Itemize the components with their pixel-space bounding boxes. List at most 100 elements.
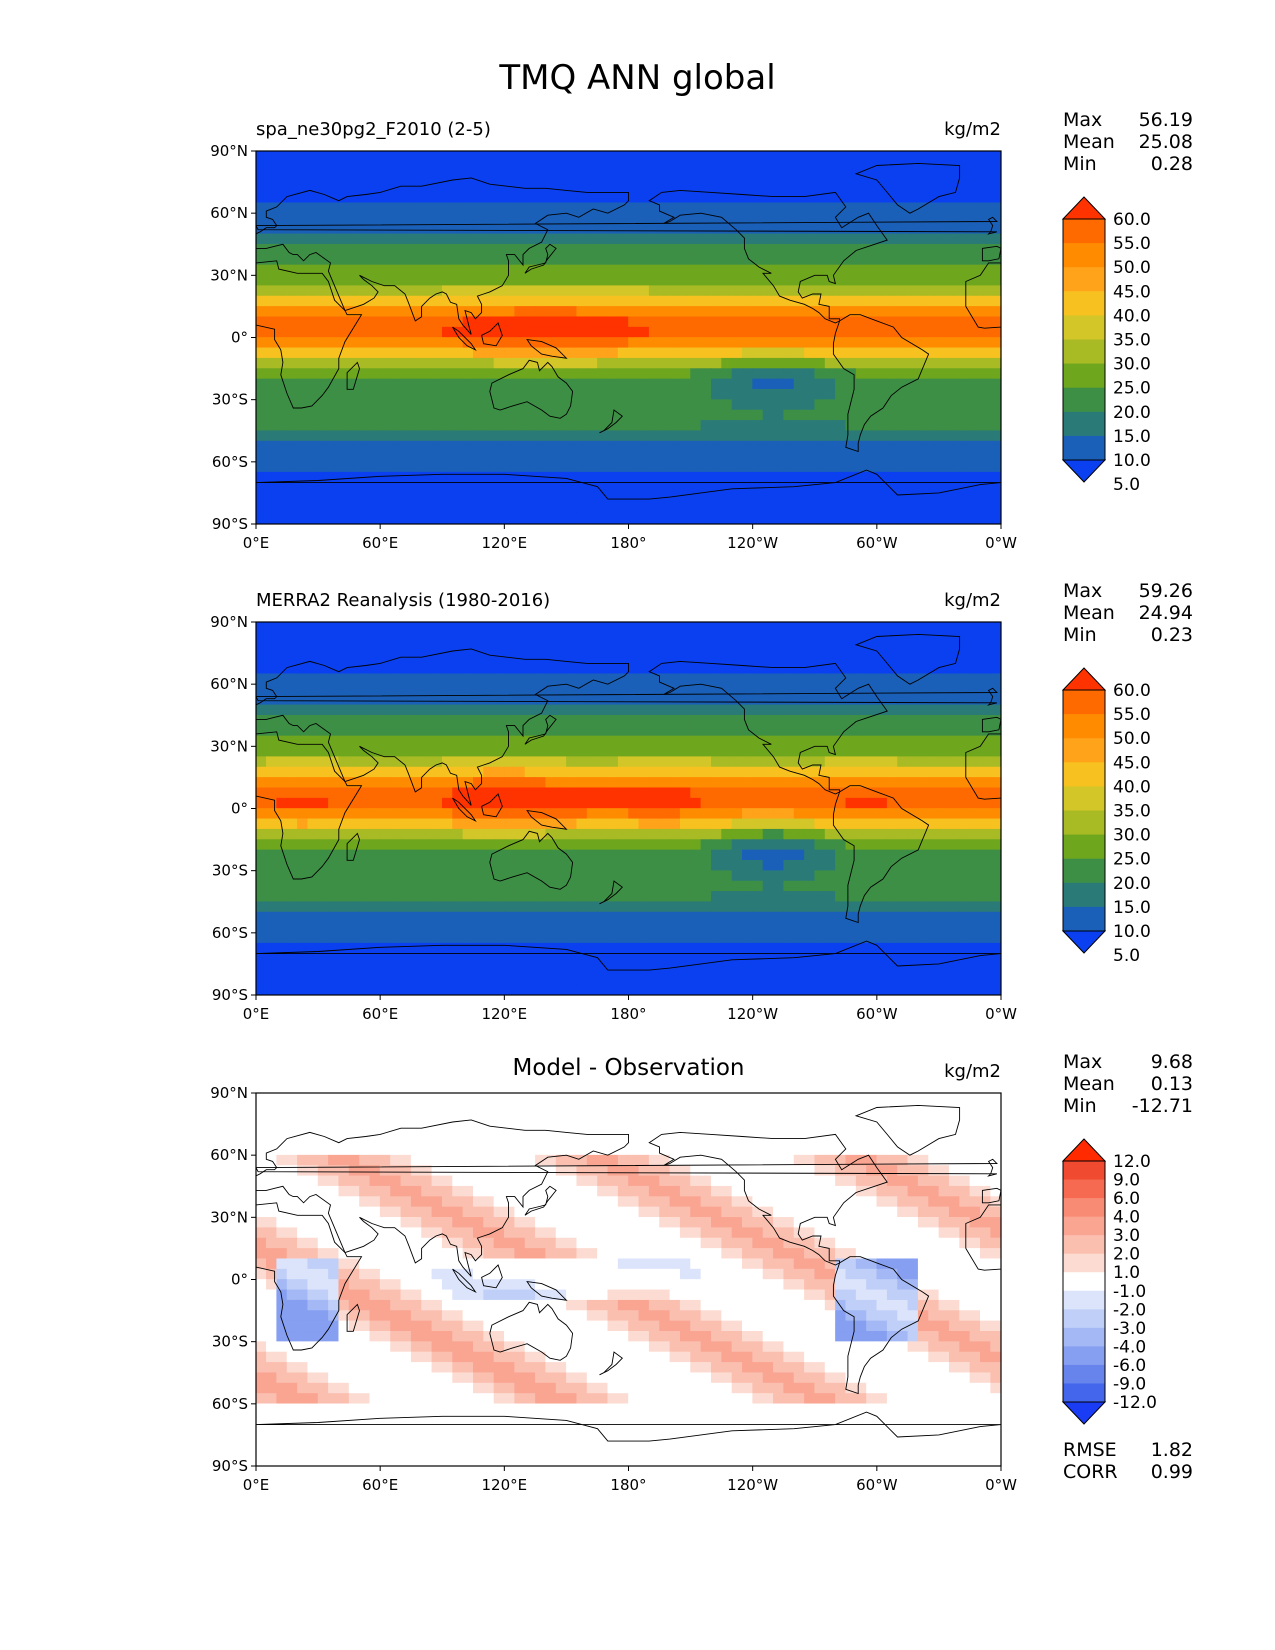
colorbar-label: -1.0 bbox=[1113, 1282, 1146, 1302]
colorbar-bin bbox=[1063, 1364, 1105, 1384]
colorbar-extend-bottom bbox=[1061, 930, 1107, 954]
stats-box: Max 59.26 Mean 24.94 Min 0.23 bbox=[1063, 580, 1193, 646]
lat-tick-label: 0° bbox=[231, 329, 248, 347]
colorbar-label: 30.0 bbox=[1113, 826, 1151, 846]
stat-max-value: 9.68 bbox=[1150, 1051, 1193, 1073]
lon-tick-label: 120°E bbox=[482, 534, 528, 552]
colorbar-label: 15.0 bbox=[1113, 427, 1151, 447]
colorbar-label: 40.0 bbox=[1113, 306, 1151, 326]
stat-min-label: Min bbox=[1063, 153, 1097, 175]
coastline-newzealand bbox=[599, 409, 623, 434]
colorbar-label: 55.0 bbox=[1113, 234, 1151, 254]
lon-tick-label: 0°W bbox=[985, 1476, 1017, 1494]
lat-tick-label: 90°S bbox=[212, 1457, 248, 1475]
lon-tick-label: 0°W bbox=[985, 1005, 1017, 1023]
stat-max-value: 56.19 bbox=[1138, 109, 1193, 131]
lat-tick-label: 90°N bbox=[210, 142, 248, 160]
coastline-southamerica bbox=[832, 314, 930, 453]
lon-tick-label: 120°W bbox=[727, 1476, 778, 1494]
panel-title: MERRA2 Reanalysis (1980-2016) bbox=[256, 590, 551, 611]
corr-label: CORR bbox=[1063, 1461, 1118, 1483]
colorbar-label: 9.0 bbox=[1113, 1171, 1140, 1191]
colorbar-label: 6.0 bbox=[1113, 1189, 1140, 1209]
lat-tick-label: 90°S bbox=[212, 986, 248, 1004]
coastline-antarctica bbox=[256, 940, 1001, 971]
coastline-newzealand bbox=[599, 880, 623, 905]
rmse-value: 1.82 bbox=[1150, 1439, 1193, 1461]
colorbar-label: 35.0 bbox=[1113, 802, 1151, 822]
colorbar-label: 25.0 bbox=[1113, 850, 1151, 870]
lon-tick-label: 120°W bbox=[727, 1005, 778, 1023]
stats-box: Max 9.68 Mean 0.13 Min -12.71 bbox=[1063, 1051, 1193, 1117]
error-stats-box: RMSE 1.82 CORR 0.99 bbox=[1063, 1439, 1193, 1483]
coastline-madagascar bbox=[346, 1303, 360, 1332]
colorbar-bin bbox=[1063, 906, 1105, 932]
coastline-australia bbox=[489, 1301, 574, 1361]
stat-min-label: Min bbox=[1063, 1095, 1097, 1117]
colorbar-label: 35.0 bbox=[1113, 331, 1151, 351]
colorbar-frame bbox=[1062, 1160, 1106, 1403]
coastline-newguinea bbox=[526, 1281, 568, 1301]
colorbar-label: 40.0 bbox=[1113, 777, 1151, 797]
lat-tick-label: 60°S bbox=[212, 453, 248, 471]
colorbar-bin bbox=[1063, 1290, 1105, 1310]
colorbar-bin bbox=[1063, 1216, 1105, 1236]
colorbar-bin bbox=[1063, 291, 1105, 316]
colorbar-bin bbox=[1063, 714, 1105, 739]
stat-max-label: Max bbox=[1063, 580, 1103, 602]
colorbar-bin bbox=[1063, 1383, 1105, 1403]
stat-max-label: Max bbox=[1063, 1051, 1103, 1073]
stat-mean-value: 24.94 bbox=[1138, 602, 1193, 624]
panel-title: spa_ne30pg2_F2010 (2-5) bbox=[256, 119, 491, 140]
colorbar-bin bbox=[1063, 435, 1105, 461]
coastline-greenland bbox=[854, 633, 961, 685]
lon-tick-label: 120°E bbox=[482, 1005, 528, 1023]
colorbar-label: 60.0 bbox=[1113, 210, 1151, 230]
lat-tick-label: 60°N bbox=[210, 204, 248, 222]
coastline-newzealand bbox=[599, 1351, 623, 1376]
coastline-britain bbox=[256, 1158, 998, 1177]
lon-tick-label: 60°W bbox=[856, 1476, 898, 1494]
coastline-japan bbox=[524, 243, 557, 274]
units-label: kg/m2 bbox=[944, 1061, 1001, 1082]
lon-tick-label: 0°E bbox=[243, 1005, 270, 1023]
coastline-northamerica bbox=[648, 1131, 888, 1266]
colorbar-bin bbox=[1063, 882, 1105, 908]
coastline-westafrica bbox=[965, 262, 1001, 329]
coastline-britain bbox=[256, 687, 998, 706]
colorbar-bin bbox=[1063, 1327, 1105, 1347]
colorbar-label: 20.0 bbox=[1113, 403, 1151, 423]
coastline-northamerica bbox=[648, 660, 888, 795]
lat-tick-label: 0° bbox=[231, 1271, 248, 1289]
colorbar-bin bbox=[1063, 1179, 1105, 1199]
colorbar-bin bbox=[1063, 363, 1105, 389]
colorbar-label: 30.0 bbox=[1113, 355, 1151, 375]
map-plot: 90°N 60°N 30°N 0° 30°S 60°S 90°S0°E 60°E 120°E 18… bbox=[210, 613, 1151, 1023]
units-label: kg/m2 bbox=[944, 119, 1001, 140]
lat-tick-label: 30°N bbox=[210, 737, 248, 755]
colorbar-label: -2.0 bbox=[1113, 1300, 1146, 1320]
rmse-label: RMSE bbox=[1063, 1439, 1117, 1461]
lat-tick-label: 30°S bbox=[212, 391, 248, 409]
coastline-sumatra bbox=[452, 326, 477, 352]
coastline-northamerica bbox=[648, 189, 888, 324]
colorbar-bin bbox=[1063, 810, 1105, 836]
coastline-westafrica bbox=[965, 1204, 1001, 1271]
coastline-africa bbox=[256, 731, 363, 880]
colorbar-label: -6.0 bbox=[1113, 1356, 1146, 1376]
coastline-newguinea bbox=[526, 339, 568, 359]
colorbar-bin bbox=[1063, 762, 1105, 787]
lon-tick-label: 180° bbox=[610, 1005, 646, 1023]
colorbar-label: 25.0 bbox=[1113, 379, 1151, 399]
stat-min-value: 0.23 bbox=[1150, 624, 1193, 646]
coastline-greenland bbox=[854, 162, 961, 214]
colorbar-extend-bottom bbox=[1061, 1401, 1107, 1425]
colorbar-label: -3.0 bbox=[1113, 1319, 1146, 1339]
lon-tick-label: 60°E bbox=[362, 534, 398, 552]
coastline-japan bbox=[524, 714, 557, 745]
colorbar-label: 10.0 bbox=[1113, 451, 1151, 471]
colorbar-label: 60.0 bbox=[1113, 681, 1151, 701]
stat-mean-label: Mean bbox=[1063, 602, 1115, 624]
lon-tick-label: 0°E bbox=[243, 1476, 270, 1494]
stat-max-value: 59.26 bbox=[1138, 580, 1193, 602]
